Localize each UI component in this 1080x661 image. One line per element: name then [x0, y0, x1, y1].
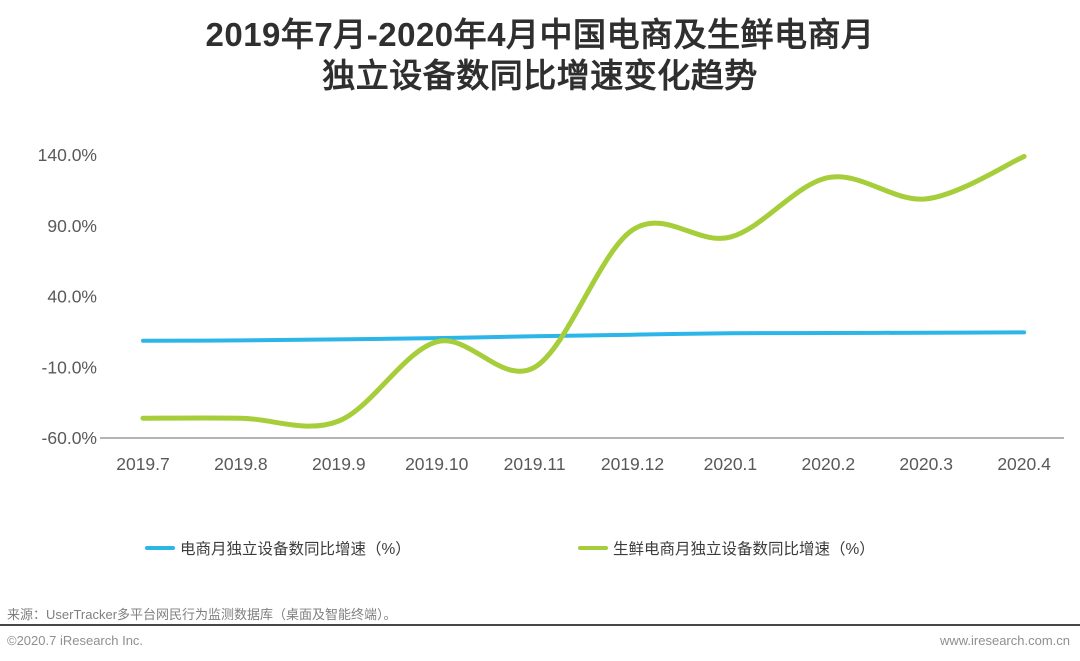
legend-swatch-ecommerce [145, 545, 175, 551]
x-axis-tick-label: 2019.9 [312, 454, 366, 474]
x-axis-tick-label: 2020.3 [899, 454, 953, 474]
fresh-ecommerce-line-series [140, 153, 1027, 429]
y-axis-tick-label: -60.0% [42, 428, 97, 448]
x-axis-tick-label: 2019.7 [116, 454, 170, 474]
x-axis-tick-label: 2020.1 [704, 454, 758, 474]
chart-title-line1: 2019年7月-2020年4月中国电商及生鲜电商月 [205, 16, 875, 53]
legend-item-ecommerce: 电商月独立设备数同比增速（%） [145, 538, 411, 558]
x-axis-tick-label: 2019.8 [214, 454, 268, 474]
source-note: 来源：UserTracker多平台网民行为监测数据库（桌面及智能终端）。 [7, 607, 397, 622]
y-axis-tick-label: 90.0% [47, 216, 97, 236]
y-axis-tick-label: -10.0% [42, 357, 97, 377]
y-axis-tick-label: 140.0% [38, 145, 97, 165]
legend-swatch-fresh-ecommerce [578, 545, 608, 551]
legend-label-ecommerce: 电商月独立设备数同比增速（%） [180, 541, 411, 558]
line-chart: 140.0% 90.0% 40.0% -10.0% -60.0% 2019.7 2019.8… [38, 145, 1064, 474]
x-axis-tick-label: 2020.4 [997, 454, 1051, 474]
copyright-text: ©2020.7 iResearch Inc. [7, 633, 144, 648]
x-axis-tick-label: 2019.11 [504, 454, 566, 474]
x-axis-tick-label: 2020.2 [802, 454, 856, 474]
chart-title: 2019年7月-2020年4月中国电商及生鲜电商月 独立设备数同比增速变化趋势 [0, 14, 1080, 96]
legend-item-fresh-ecommerce: 生鲜电商月独立设备数同比增速（%） [578, 538, 875, 558]
chart-title-line2: 独立设备数同比增速变化趋势 [322, 57, 758, 94]
legend-label-fresh-ecommerce: 生鲜电商月独立设备数同比增速（%） [613, 541, 875, 558]
website-text: www.iresearch.com.cn [939, 633, 1070, 648]
footer-divider [0, 624, 1080, 626]
ecommerce-line-series [141, 330, 1027, 343]
x-axis-tick-label: 2019.10 [405, 454, 469, 474]
x-axis-tick-label: 2019.12 [601, 454, 664, 474]
footer-bar: ©2020.7 iResearch Inc. www.iresearch.com… [7, 633, 1070, 648]
y-axis-tick-label: 40.0% [47, 287, 97, 307]
